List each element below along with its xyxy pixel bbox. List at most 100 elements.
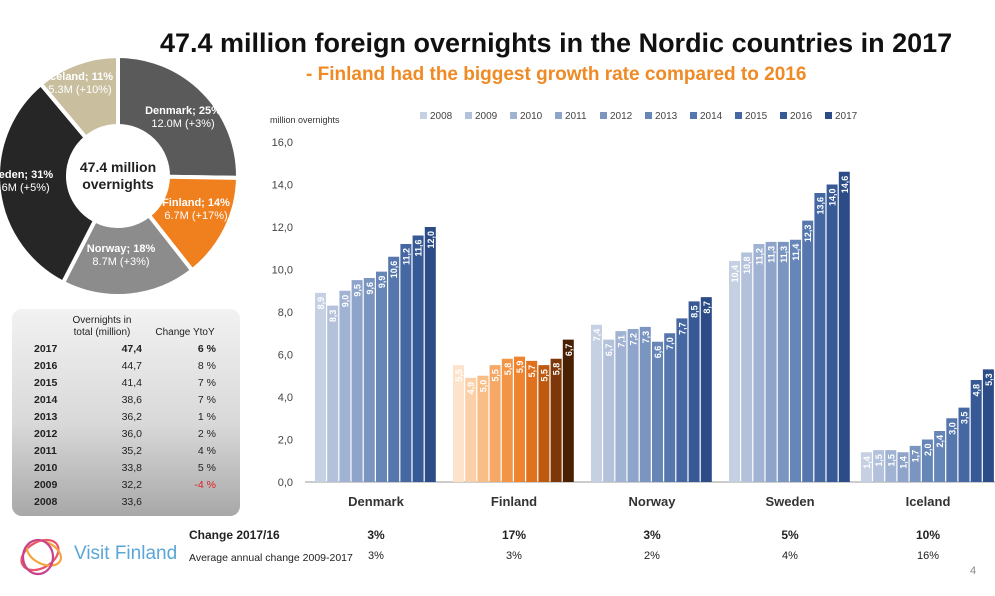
- bar-value-label: 5,3: [984, 373, 994, 386]
- legend-entry: 2017: [835, 111, 858, 122]
- bar-value-label: 11,3: [779, 246, 789, 263]
- table-year: 2012: [34, 428, 58, 440]
- bar-value-label: 12,0: [426, 231, 436, 249]
- legend-swatch: [780, 112, 787, 119]
- bar-sweden-7: [814, 193, 826, 482]
- table-year: 2011: [34, 445, 57, 457]
- table-change: 5 %: [197, 462, 216, 474]
- donut-center-label: 47.4 million: [80, 159, 156, 175]
- table-year: 2013: [34, 411, 58, 423]
- bar-value-label: 9,0: [340, 295, 350, 308]
- bar-value-label: 2,0: [923, 444, 933, 457]
- donut-sublabel-sweden: 14.6M (+5%): [0, 182, 50, 194]
- table-total: 47,4: [121, 343, 142, 355]
- bar-value-label: 4,8: [972, 384, 982, 397]
- table-year: 2010: [34, 462, 58, 474]
- bar-iceland-8: [958, 407, 970, 482]
- bar-iceland-2: [885, 450, 897, 482]
- bar-norway-7: [676, 318, 688, 482]
- table-header-total: Overnights in total (million): [72, 315, 132, 338]
- bar-norway-6: [664, 333, 676, 482]
- donut-label-finland: Finland; 14%: [162, 197, 230, 209]
- bar-iceland-5: [921, 439, 933, 482]
- category-label-norway: Norway: [629, 494, 677, 509]
- bar-denmark-1: [327, 305, 339, 482]
- page-number: 4: [970, 565, 977, 577]
- table-total: 41,4: [121, 377, 142, 389]
- bar-value-label: 3,5: [960, 412, 970, 425]
- donut-slice-denmark: [116, 53, 240, 180]
- bar-sweden-4: [777, 241, 789, 482]
- table-total: 35,2: [121, 445, 142, 457]
- bar-finland-4: [501, 358, 513, 482]
- table-change: 8 %: [197, 360, 216, 372]
- bar-value-label: 1,5: [886, 454, 896, 467]
- bar-iceland-1: [873, 450, 885, 482]
- bar-finland-0: [453, 365, 464, 482]
- bar-value-label: 14,6: [840, 176, 850, 194]
- brand-name: Visit Finland: [74, 543, 177, 564]
- bar-sweden-5: [790, 239, 801, 482]
- legend-entry: 2012: [610, 111, 633, 122]
- category-label-sweden: Sweden: [765, 494, 814, 509]
- bar-value-label: 5,8: [503, 363, 513, 376]
- bar-value-label: 1,5: [874, 454, 884, 467]
- bar-value-label: 2,4: [935, 435, 945, 448]
- y-tick-label: 8,0: [278, 307, 293, 319]
- y-tick-label: 0,0: [278, 477, 293, 489]
- legend-swatch: [600, 112, 607, 119]
- table-total: 36,0: [121, 428, 142, 440]
- table-total: 33,8: [121, 462, 142, 474]
- legend-entry: 2013: [655, 111, 678, 122]
- legend-swatch: [645, 112, 652, 119]
- bar-sweden-1: [741, 252, 753, 482]
- overnights-bar-chart: million overnights 0,0 2,0 4,0 6,0 8,0 10,0 12,…: [270, 111, 995, 509]
- bar-denmark-7: [400, 244, 412, 482]
- legend-swatch: [690, 112, 697, 119]
- bar-iceland-4: [909, 445, 921, 482]
- table-year: 2008: [34, 496, 58, 508]
- bar-value-label: 11,2: [401, 248, 411, 265]
- bar-value-label: 5,0: [478, 380, 488, 393]
- bar-sweden-2: [753, 244, 765, 482]
- legend-entry: 2014: [700, 111, 723, 122]
- legend-entry: 2009: [475, 111, 498, 122]
- y-tick-label: 14,0: [272, 180, 293, 192]
- bar-denmark-3: [351, 280, 363, 482]
- logo-swirl-icon: [20, 538, 63, 576]
- legend-entry: 2016: [790, 111, 813, 122]
- table-total: 38,6: [121, 394, 142, 406]
- bar-value-label: 6,7: [604, 344, 614, 357]
- table-change: 7 %: [197, 377, 216, 389]
- bar-finland-7: [538, 365, 550, 482]
- table-row: 2013 36,2 1 %: [12, 409, 240, 426]
- donut-slice-iceland: [38, 53, 120, 141]
- y-tick-label: 10,0: [272, 265, 293, 277]
- legend-entry: 2008: [430, 111, 453, 122]
- bar-value-label: 1,4: [862, 456, 872, 469]
- donut-sublabel-norway: 8.7M (+3%): [92, 256, 149, 268]
- table-total: 33,6: [121, 496, 142, 508]
- change-value-iceland: 10%: [915, 528, 941, 542]
- legend-swatch: [420, 112, 427, 119]
- avg-value-finland: 3%: [506, 550, 522, 562]
- bar-iceland-10: [982, 369, 994, 482]
- table-total: 44,7: [121, 360, 142, 372]
- bar-denmark-8: [412, 235, 424, 482]
- avg-value-denmark: 3%: [368, 550, 384, 562]
- legend-swatch: [465, 112, 472, 119]
- category-label-denmark: Denmark: [348, 494, 404, 509]
- bar-iceland-0: [860, 452, 872, 482]
- table-row: 2016 44,7 8 %: [12, 358, 240, 375]
- bar-value-label: 9,5: [353, 284, 363, 297]
- table-year: 2015: [34, 377, 58, 389]
- table-total: 36,2: [121, 411, 142, 423]
- bar-norway-8: [688, 301, 700, 482]
- avg-value-norway: 2%: [644, 550, 660, 562]
- table-row: 2010 33,8 5 %: [12, 460, 240, 477]
- bar-norway-1: [603, 339, 615, 482]
- bar-value-label: 5,5: [491, 369, 501, 382]
- bar-finland-8: [550, 358, 562, 482]
- donut-label-denmark: Denmark; 25%: [145, 105, 221, 117]
- y-tick-label: 2,0: [278, 435, 293, 447]
